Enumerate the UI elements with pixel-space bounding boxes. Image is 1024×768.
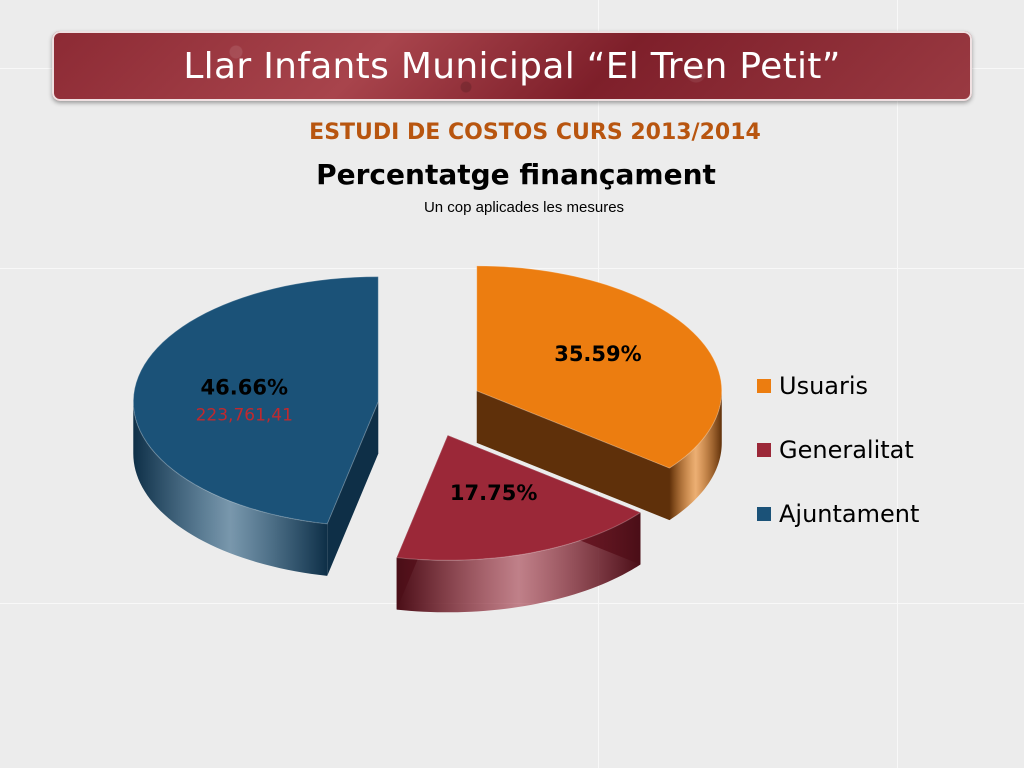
slice-wall bbox=[327, 401, 379, 576]
chart-title: Percentatge finançament bbox=[316, 158, 716, 191]
data-label: 17.75% bbox=[450, 481, 537, 505]
chart-legend: Usuaris Generalitat Ajuntament bbox=[757, 370, 919, 562]
title-banner: Llar Infants Municipal “El Tren Petit” bbox=[52, 31, 972, 101]
data-label: 35.59% bbox=[554, 342, 641, 366]
slide-title: Llar Infants Municipal “El Tren Petit” bbox=[183, 45, 841, 87]
slice-rim bbox=[133, 401, 328, 576]
legend-item: Generalitat bbox=[757, 434, 919, 466]
chart-subtitle: Un cop aplicades les mesures bbox=[423, 199, 625, 216]
legend-label: Generalitat bbox=[779, 436, 914, 464]
data-label: 46.66% bbox=[201, 375, 288, 399]
slice-wall bbox=[476, 390, 670, 521]
legend-swatch bbox=[757, 379, 771, 393]
slice-rim bbox=[669, 390, 722, 521]
legend-swatch bbox=[757, 507, 771, 521]
legend-item: Usuaris bbox=[757, 370, 919, 402]
legend-label: Ajuntament bbox=[779, 500, 920, 528]
pie-slice-usuaris bbox=[476, 265, 723, 469]
pie-slice-generalitat bbox=[395, 434, 642, 561]
slice-rim bbox=[396, 512, 641, 613]
data-amount-label: 223,761,41 bbox=[196, 405, 293, 425]
legend-item: Ajuntament bbox=[757, 498, 919, 530]
legend-swatch bbox=[757, 443, 771, 457]
legend-label: Usuaris bbox=[779, 372, 869, 400]
slice-tops bbox=[132, 265, 723, 561]
slide-kicker: ESTUDI DE COSTOS CURS 2013/2014 bbox=[309, 120, 761, 145]
pie-slice-ajuntament bbox=[132, 276, 379, 525]
